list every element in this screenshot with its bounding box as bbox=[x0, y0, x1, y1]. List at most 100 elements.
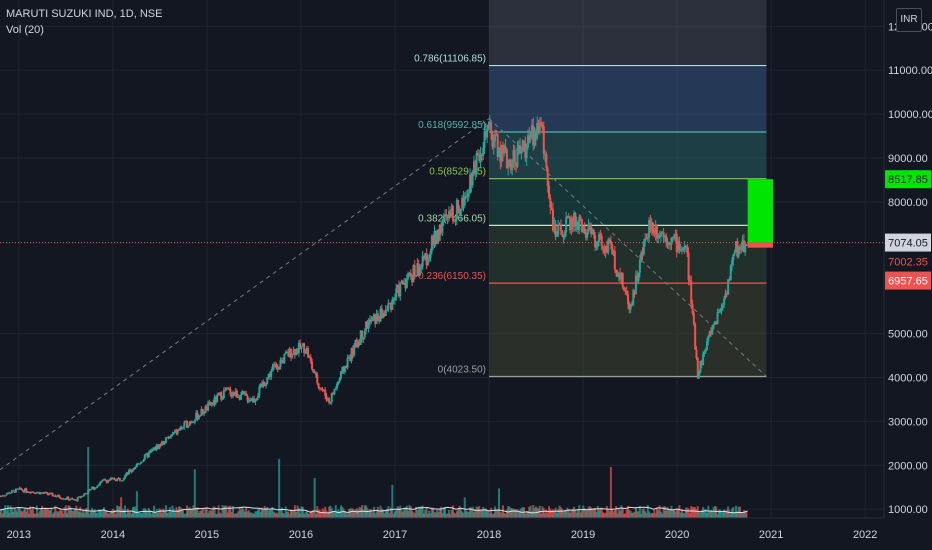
candle-body bbox=[224, 390, 227, 392]
volume-bar bbox=[721, 511, 724, 518]
candle-body bbox=[575, 222, 578, 226]
volume-bar bbox=[130, 513, 133, 518]
volume-bar bbox=[652, 513, 655, 518]
price-tick-label: 9000.00 bbox=[888, 153, 928, 165]
candle-body bbox=[384, 309, 387, 316]
candle-body bbox=[210, 402, 213, 406]
candle-body bbox=[692, 313, 695, 324]
volume-bar bbox=[561, 508, 564, 518]
candle-body bbox=[695, 349, 698, 358]
candle-body bbox=[226, 387, 229, 389]
candle-body bbox=[317, 383, 320, 389]
candle-body bbox=[46, 492, 49, 495]
candle-body bbox=[586, 232, 589, 238]
candle-body bbox=[64, 498, 67, 500]
volume-bar bbox=[591, 508, 594, 518]
candle-body bbox=[528, 135, 531, 141]
candle-body bbox=[617, 273, 620, 277]
candle-body bbox=[333, 389, 336, 395]
volume-bar bbox=[488, 513, 491, 518]
volume-bar bbox=[702, 507, 705, 518]
candle-body bbox=[390, 303, 393, 310]
volume-bar bbox=[229, 505, 232, 518]
candle-body bbox=[147, 452, 150, 458]
candle-body bbox=[135, 463, 138, 468]
candle-body bbox=[261, 383, 264, 387]
candle-body bbox=[104, 479, 107, 481]
candle-body bbox=[573, 213, 576, 227]
volume-bar bbox=[49, 510, 52, 518]
candle-body bbox=[591, 230, 594, 234]
volume-bar bbox=[337, 509, 340, 518]
candle-body bbox=[403, 283, 406, 285]
candle-body bbox=[95, 487, 98, 489]
candle-body bbox=[166, 436, 169, 438]
candle-body bbox=[736, 241, 739, 257]
currency-button[interactable]: INR bbox=[896, 8, 922, 32]
volume-bar bbox=[604, 512, 607, 518]
volume-bar bbox=[245, 507, 248, 518]
volume-bar bbox=[292, 510, 295, 518]
candle-body bbox=[521, 140, 524, 152]
volume-bar bbox=[390, 507, 393, 518]
candle-body bbox=[66, 497, 69, 500]
candle-body bbox=[270, 371, 273, 377]
candle-body bbox=[566, 216, 569, 218]
volume-bar bbox=[71, 510, 74, 518]
volume-bar bbox=[421, 505, 424, 518]
candle-body bbox=[387, 303, 390, 310]
candle-body bbox=[187, 425, 190, 428]
volume-bar bbox=[276, 513, 279, 518]
candle-body bbox=[354, 339, 357, 345]
volume-bar bbox=[293, 505, 296, 518]
volume-bar bbox=[313, 478, 316, 518]
candle-body bbox=[225, 387, 228, 391]
candle-body bbox=[677, 241, 680, 253]
candle-body bbox=[565, 217, 568, 232]
volume-bar bbox=[524, 513, 527, 518]
candle-body bbox=[75, 499, 78, 501]
volume-bar bbox=[346, 513, 349, 518]
candle-body bbox=[121, 480, 124, 482]
volume-bar bbox=[608, 511, 611, 518]
candle-body bbox=[209, 402, 212, 406]
volume-bar bbox=[470, 507, 473, 518]
volume-bar bbox=[715, 506, 718, 518]
volume-bar bbox=[583, 507, 586, 518]
volume-bar bbox=[125, 513, 128, 518]
volume-bar bbox=[70, 508, 73, 518]
candle-body bbox=[276, 366, 279, 370]
volume-bar bbox=[578, 505, 581, 518]
candle-body bbox=[584, 233, 587, 238]
candle-body bbox=[171, 434, 174, 436]
volume-bar bbox=[113, 509, 116, 518]
candle-body bbox=[476, 153, 479, 155]
volume-bar bbox=[425, 508, 428, 518]
candle-body bbox=[85, 493, 88, 495]
volume-bar bbox=[513, 509, 516, 518]
candle-body bbox=[654, 224, 657, 235]
volume-bar bbox=[154, 512, 157, 518]
candle-body bbox=[235, 390, 238, 398]
volume-bar bbox=[254, 511, 257, 518]
candle-body bbox=[524, 143, 527, 158]
candle-body bbox=[321, 389, 324, 391]
candle-body bbox=[38, 491, 41, 495]
candle-body bbox=[105, 480, 108, 483]
volume-bar bbox=[555, 512, 558, 518]
candle-body bbox=[130, 470, 133, 472]
candle-body bbox=[680, 249, 683, 251]
candle-body bbox=[139, 462, 142, 464]
candle-body bbox=[129, 469, 132, 472]
volume-bar bbox=[208, 510, 211, 518]
volume-bar bbox=[25, 511, 28, 518]
volume-bar bbox=[569, 512, 572, 518]
candle-body bbox=[421, 256, 424, 267]
volume-bar bbox=[18, 507, 21, 518]
volume-bar bbox=[623, 513, 626, 518]
volume-bar bbox=[129, 510, 132, 518]
candle-body bbox=[723, 297, 726, 305]
volume-bar bbox=[675, 508, 678, 518]
candle-body bbox=[719, 310, 722, 312]
